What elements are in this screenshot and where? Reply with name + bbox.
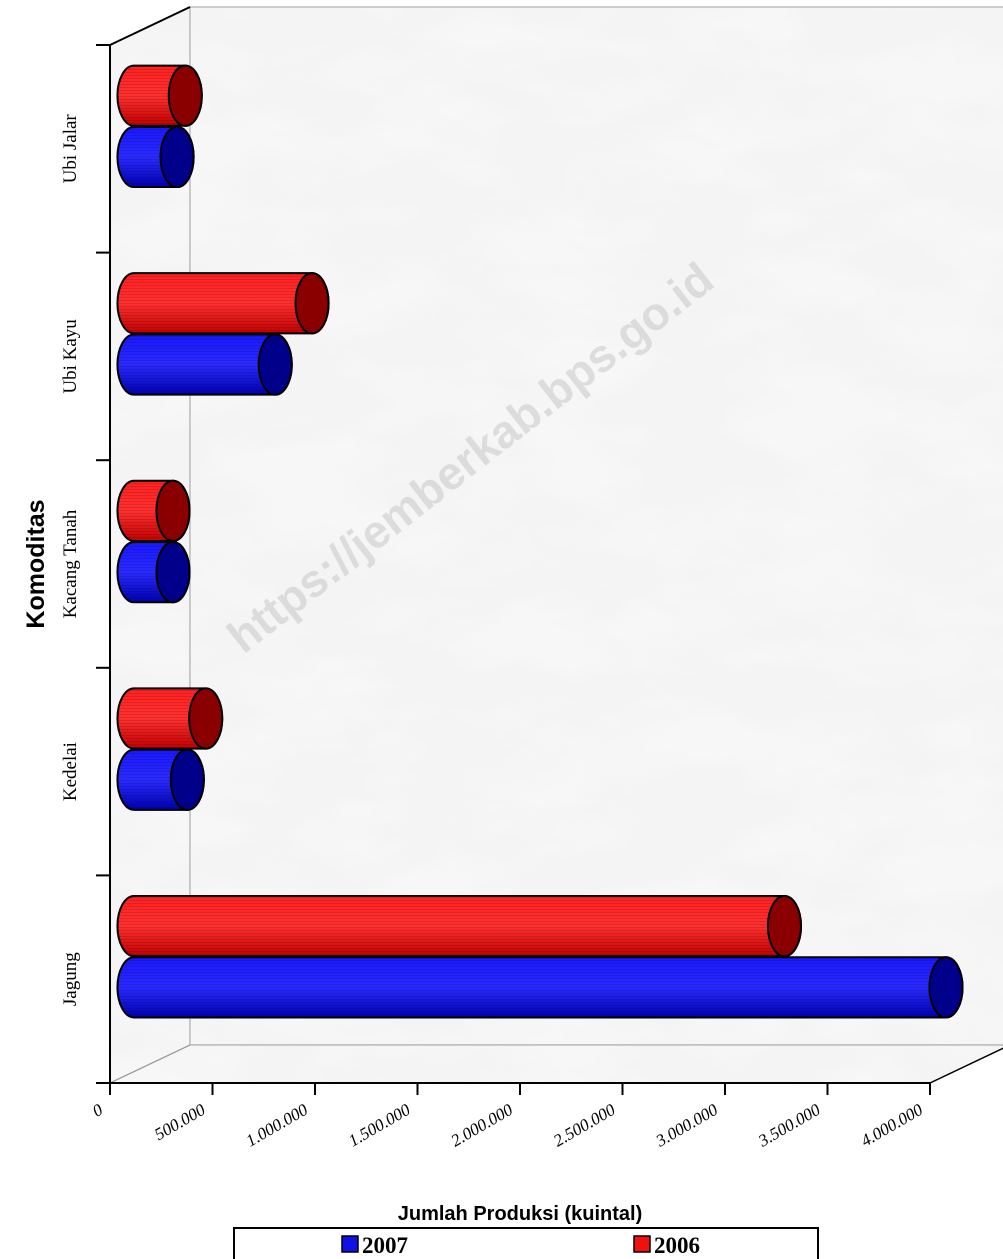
x-axis-depth-right <box>929 1047 1003 1084</box>
bar-2007-kedelai-cap <box>169 748 205 811</box>
bar-2007-kedelai <box>116 748 205 811</box>
bar-2006-kacang-tanah <box>116 479 191 542</box>
bar-2007-jagung-stripes <box>117 957 963 1018</box>
bar-2006-ubi-kayu-stripes <box>117 273 329 334</box>
legend: 2007 2006 <box>233 1227 819 1259</box>
bar-2006-jagung <box>116 894 803 958</box>
bar-2006-ubi-jalar <box>116 64 203 127</box>
floor-marble <box>110 1045 1003 1083</box>
x-tick-label: 3.500.000 <box>754 1100 824 1151</box>
bar-2007-kacang-tanah-cap <box>155 541 191 604</box>
legend-swatch-2006 <box>633 1235 651 1253</box>
bar-2007-ubi-jalar-cap <box>159 125 195 189</box>
legend-box <box>233 1227 819 1259</box>
x-tick-label: 3.000.000 <box>652 1100 722 1151</box>
bar-2007-jagung <box>116 956 964 1019</box>
bar-2007-ubi-kayu <box>116 333 293 396</box>
legend-swatch-2007 <box>341 1235 359 1253</box>
bar-2007-jagung-cap <box>928 956 964 1019</box>
x-tick-label: 500.000 <box>151 1100 209 1144</box>
bar-2006-ubi-kayu-cap <box>294 272 330 335</box>
category-label: Kedelai <box>60 742 81 801</box>
bar-2006-ubi-jalar-cap <box>167 64 203 127</box>
legend-label-2007: 2007 <box>362 1233 408 1258</box>
floor-corner-line <box>109 1044 191 1084</box>
bar-2006-jagung-cap <box>766 894 803 958</box>
y-axis-depth-top <box>109 6 191 46</box>
category-label: Ubi Jalar <box>60 114 81 184</box>
bar-2007-ubi-kayu-stripes <box>117 334 292 395</box>
x-tick-label: 2.000.000 <box>448 1100 517 1151</box>
bar-2007-kacang-tanah <box>116 541 191 604</box>
x-tick-label: 0 <box>89 1100 106 1121</box>
y-axis-title: Komoditas <box>22 499 50 628</box>
category-label: Jagung <box>60 952 81 1006</box>
x-tick-label: 4.000.000 <box>858 1100 927 1151</box>
back-wall-marble <box>190 7 1003 1045</box>
bar-2006-jagung-stripes <box>117 895 802 957</box>
legend-label-2006: 2006 <box>654 1233 700 1258</box>
bar-2006-kacang-tanah-cap <box>155 479 191 542</box>
x-tick-label: 2.500.000 <box>550 1100 619 1151</box>
x-tick-label: 1.500.000 <box>345 1100 414 1151</box>
bar-2006-kedelai-cap <box>188 687 224 750</box>
bar-2007-ubi-kayu-cap <box>257 333 293 396</box>
bar-2007-ubi-jalar <box>116 125 195 189</box>
bar-2006-kedelai <box>116 687 224 750</box>
x-axis-title: Jumlah Produksi (kuintal) <box>398 1203 642 1225</box>
bar-2006-ubi-kayu <box>116 272 330 335</box>
category-label: Kacang Tanah <box>60 509 81 618</box>
x-tick-label: 1.000.000 <box>243 1100 312 1151</box>
category-label: Ubi Kayu <box>60 319 81 394</box>
